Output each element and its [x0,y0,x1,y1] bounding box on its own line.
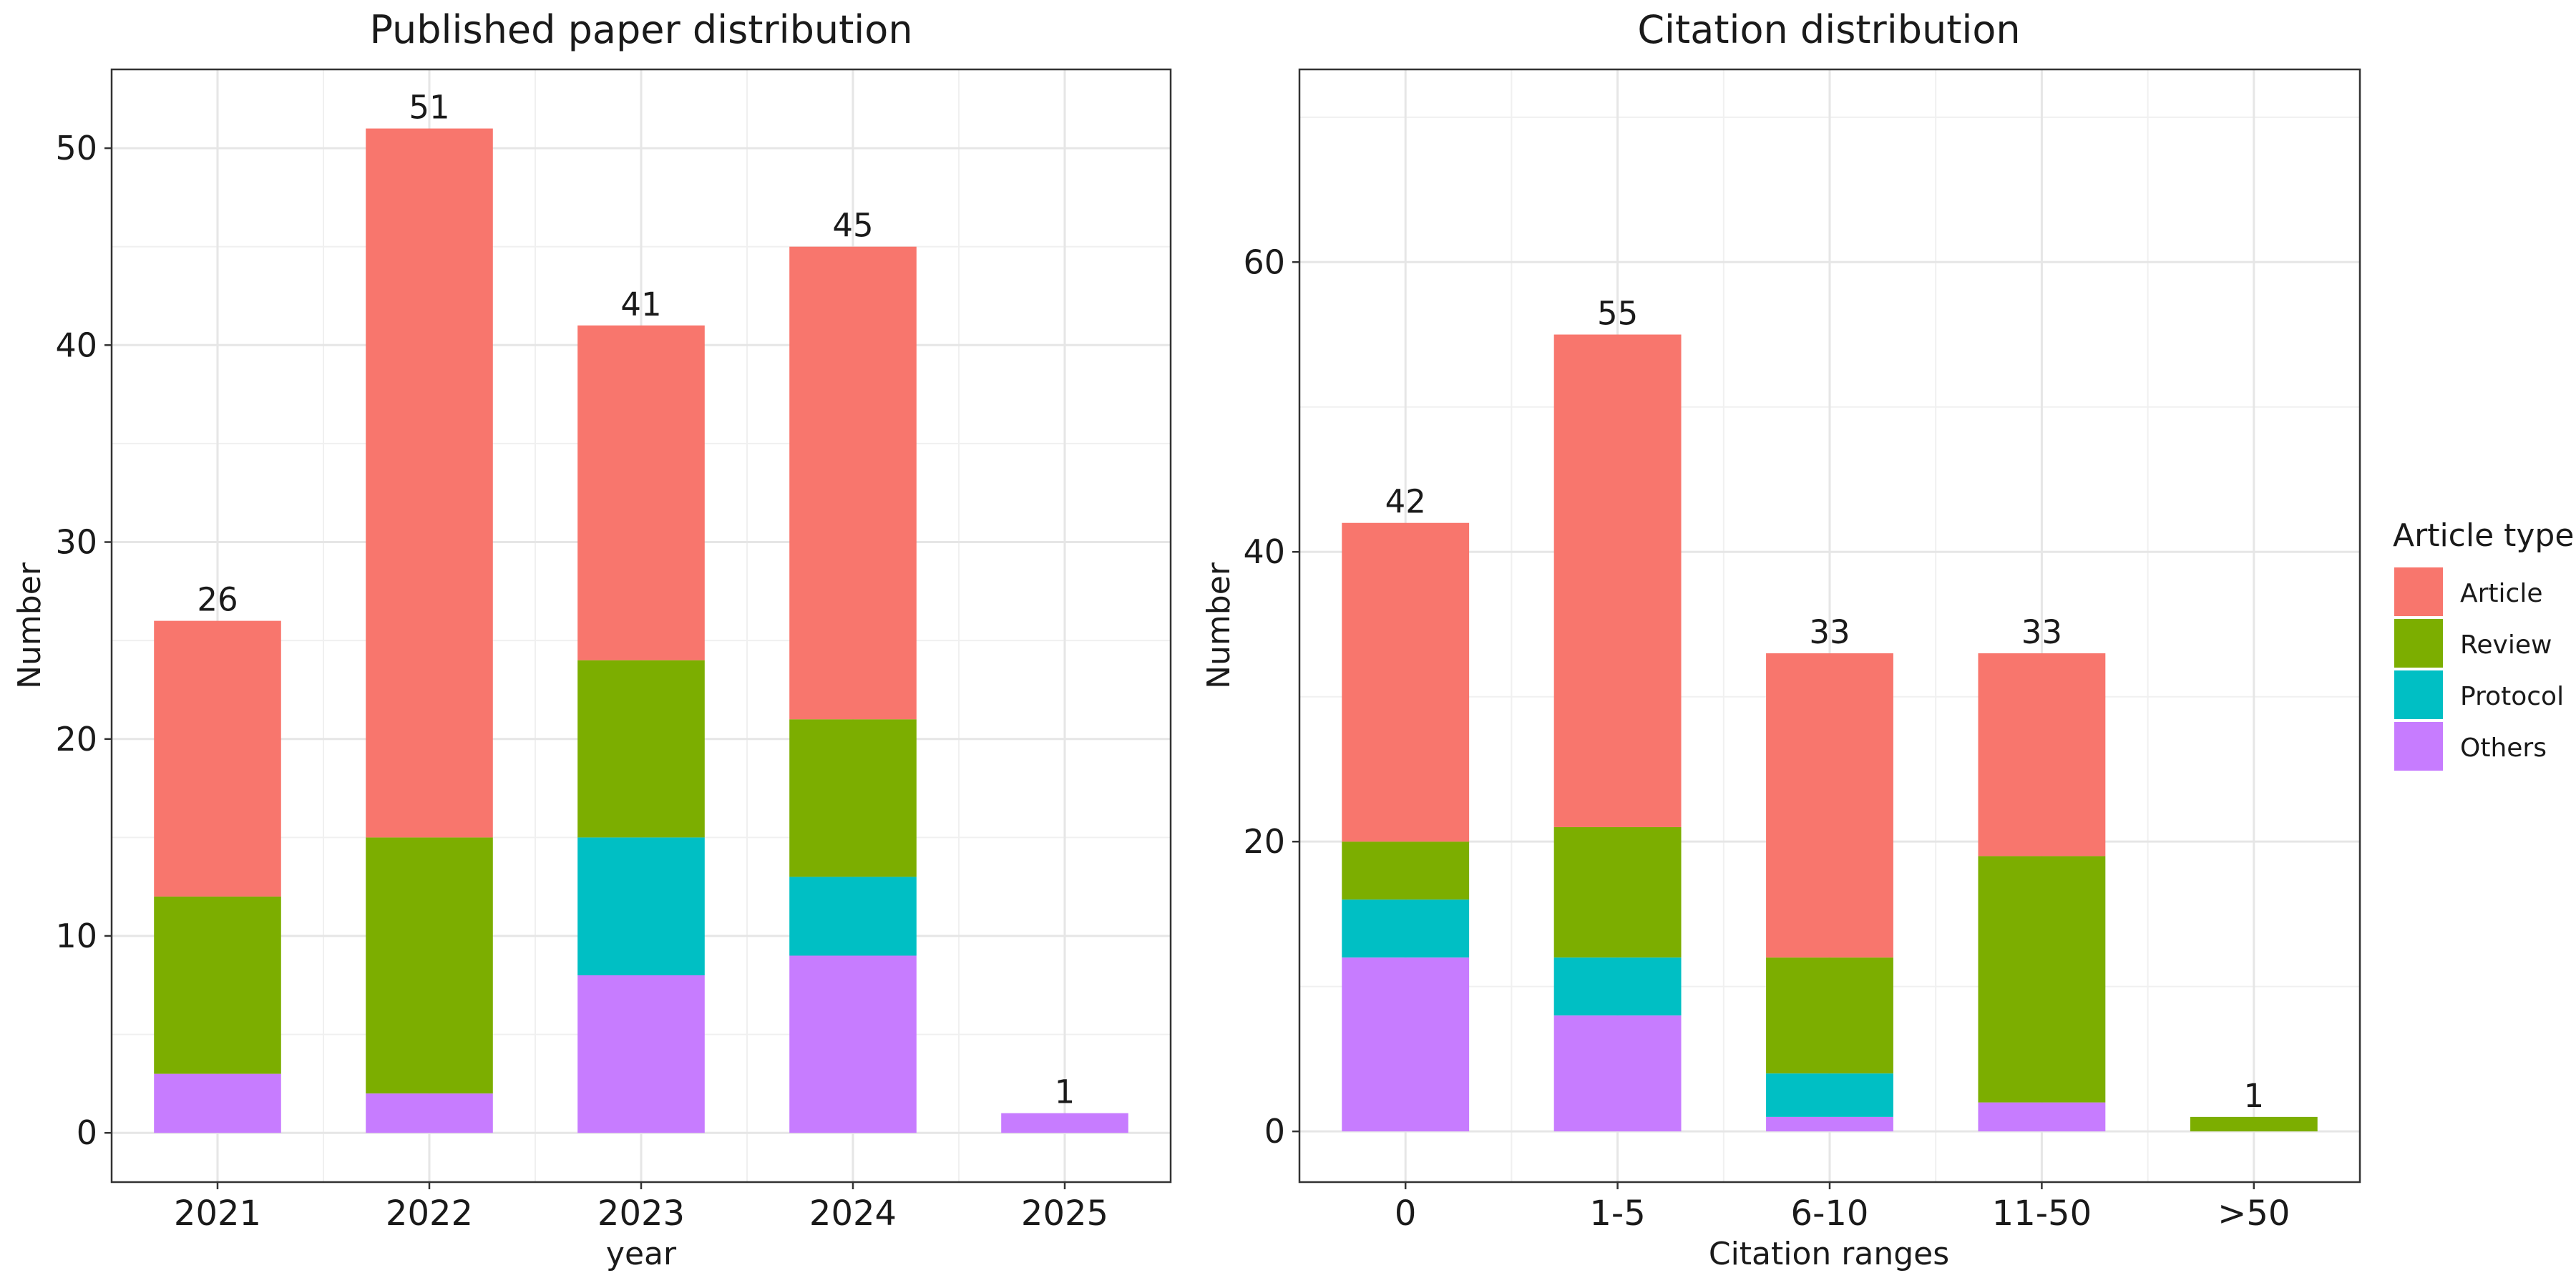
x-axis-title: Citation ranges [1709,1236,1949,1272]
total-label: 55 [1597,295,1638,333]
bar-segment [1553,334,1682,827]
total-label: 51 [409,89,449,127]
y-tick-label: 20 [55,720,97,758]
legend-label-protocol: Protocol [2460,682,2564,711]
x-tick-label: 2023 [597,1194,685,1234]
legend-swatch-protocol [2394,670,2443,719]
legend: Article type Article Review Protocol Others [2393,517,2574,771]
y-tick-label: 40 [55,326,97,364]
bar-segment [1978,653,2106,857]
bar-segment [1342,522,1470,842]
total-label: 26 [197,581,238,619]
bar-segment [154,1073,281,1133]
bar-segment [789,877,917,956]
bar-segment [1342,841,1470,900]
bar-segment [789,246,917,720]
bar-segment [1978,1102,2106,1132]
y-axis-title: Number [11,562,48,689]
x-tick-label: 2025 [1021,1194,1108,1234]
x-tick-label: 2024 [809,1194,897,1234]
total-label: 1 [1055,1073,1075,1111]
y-tick-label: 10 [55,917,97,955]
bar-segment [1978,856,2106,1103]
bar-segment [154,896,281,1074]
x-tick-label: 6-10 [1791,1194,1869,1234]
bar-segment [2190,1116,2318,1132]
x-tick-label: 0 [1395,1194,1417,1234]
total-label: 33 [1809,613,1850,651]
chart-title: Citation distribution [1637,7,2020,52]
legend-swatch-article [2394,567,2443,616]
legend-label-others: Others [2460,733,2547,763]
y-tick-label: 40 [1243,532,1285,571]
bar-segment [1766,957,1893,1074]
bar-segment [366,1093,493,1133]
x-tick-label: 2022 [386,1194,473,1234]
bar-segment [577,837,705,976]
bar-segment [1766,1116,1893,1132]
y-axis-title: Number [1201,562,1237,689]
bar-segment [1553,957,1682,1016]
bar-segment [577,325,705,660]
total-label: 33 [2021,613,2062,651]
x-tick-label: 11-50 [1992,1194,2092,1234]
bar-segment [366,128,493,838]
bar-segment [366,837,493,1094]
y-tick-label: 50 [55,129,97,167]
total-label: 1 [2243,1077,2264,1115]
x-tick-label: 1-5 [1589,1194,1645,1234]
y-tick-label: 30 [55,523,97,562]
bar-segment [1766,1073,1893,1117]
bar-segment [789,719,917,877]
legend-label-article: Article [2460,579,2543,608]
legend-swatch-others [2394,722,2443,771]
total-label: 45 [832,207,873,245]
bar-segment [577,660,705,838]
y-tick-label: 0 [1264,1112,1285,1151]
x-tick-label: 2021 [174,1194,261,1234]
chart-citations: 42 55 33 33 1 0 20 40 60 0 1-5 6-10 11-50 >50 Citation… [1201,7,2361,1272]
bar-segment [1766,653,1893,958]
bar-segment [789,955,917,1133]
y-tick-label: 60 [1243,243,1285,281]
total-label: 42 [1385,483,1426,521]
legend-title: Article type [2393,517,2574,554]
bar-segment [1342,899,1470,958]
bar-segment [1001,1113,1128,1133]
x-tick-label: >50 [2218,1194,2290,1234]
bar-segment [577,975,705,1133]
y-tick-label: 0 [77,1113,97,1152]
bar-segment [1553,1015,1682,1132]
bar-segment [1342,957,1470,1132]
y-tick-label: 20 [1243,822,1285,861]
legend-label-review: Review [2460,630,2552,660]
x-axis-title: year [606,1236,677,1272]
bar-segment [154,620,281,897]
chart-title: Published paper distribution [369,7,912,52]
total-label: 41 [620,286,661,323]
bar-segment [1553,826,1682,958]
legend-swatch-review [2394,619,2443,668]
